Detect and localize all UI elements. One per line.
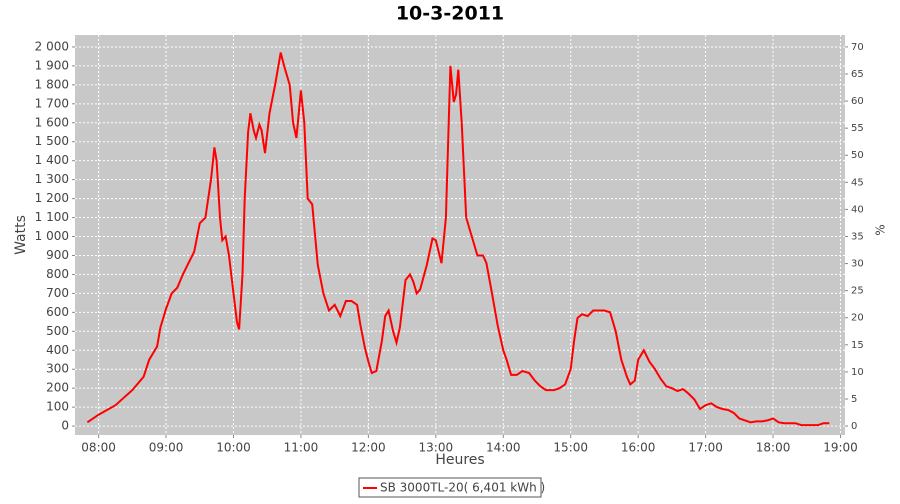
y-tick-label: 1 800: [35, 77, 69, 91]
y-axis-label: Watts: [13, 215, 29, 255]
y-tick-label: 1 600: [35, 115, 69, 129]
y-tick-label: 800: [46, 267, 69, 281]
y2-tick-label: 60: [851, 96, 864, 107]
y-tick-label: 400: [46, 343, 69, 357]
y-tick-label: 600: [46, 305, 69, 319]
x-tick-label: 11:00: [284, 441, 319, 455]
y-tick-label: 1 100: [35, 210, 69, 224]
x-tick-label: 10:00: [216, 441, 251, 455]
series-line: [86, 52, 830, 427]
legend-label: SB 3000TL-20( 6,401 kWh ): [380, 481, 545, 495]
y-tick-label: 500: [46, 324, 69, 338]
y2-tick-label: 40: [851, 204, 864, 215]
y2-tick-label: 5: [851, 394, 857, 405]
x-tick-label: 13:00: [419, 441, 454, 455]
x-tick-label: 09:00: [149, 441, 184, 455]
y-tick-label: 1 500: [35, 134, 69, 148]
y2-tick-label: 55: [851, 123, 864, 134]
y-tick-label: 1 300: [35, 172, 69, 186]
x-axis-label: Heures: [435, 452, 484, 468]
x-tick-label: 12:00: [351, 441, 386, 455]
x-tick-label: 17:00: [688, 441, 723, 455]
x-tick-label: 18:00: [756, 441, 791, 455]
y2-tick-label: 30: [851, 259, 864, 270]
y2-axis-label: %: [874, 224, 888, 235]
y2-tick-label: 35: [851, 231, 864, 242]
y2-tick-label: 65: [851, 69, 864, 80]
x-tick-label: 14:00: [486, 441, 521, 455]
y-tick-label: 100: [46, 400, 69, 414]
y-tick-label: 1 400: [35, 153, 69, 167]
y-tick-label: 1 700: [35, 96, 69, 110]
y-tick-label: 200: [46, 381, 69, 395]
y-tick-label: 1 200: [35, 191, 69, 205]
x-tick-label: 19:00: [823, 441, 858, 455]
y2-tick-label: 10: [851, 367, 864, 378]
y2-tick-label: 70: [851, 42, 864, 53]
y-tick-label: 1 000: [35, 229, 69, 243]
y2-tick-label: 0: [851, 421, 857, 432]
legend: [358, 477, 542, 498]
y2-tick-label: 25: [851, 286, 864, 297]
y2-tick-label: 50: [851, 150, 864, 161]
y2-tick-label: 15: [851, 340, 864, 351]
y-tick-label: 1 900: [35, 58, 69, 72]
y2-tick-label: 45: [851, 177, 864, 188]
x-tick-label: 15:00: [553, 441, 588, 455]
chart-title: 10-3-2011: [396, 3, 504, 25]
x-tick-label: 16:00: [621, 441, 656, 455]
y-tick-label: 0: [61, 419, 69, 433]
y-tick-label: 300: [46, 362, 69, 376]
y-tick-label: 2 000: [35, 39, 69, 53]
x-tick-label: 08:00: [81, 441, 116, 455]
y2-tick-label: 20: [851, 313, 864, 324]
y-tick-label: 700: [46, 286, 69, 300]
y-tick-label: 900: [46, 248, 69, 262]
